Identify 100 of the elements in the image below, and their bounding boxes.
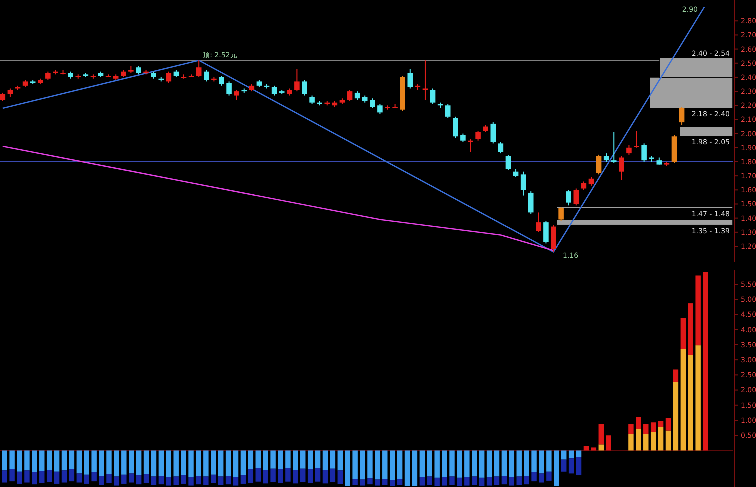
bar <box>666 430 672 451</box>
bar <box>658 427 664 451</box>
bar <box>158 476 164 485</box>
bar <box>188 477 194 486</box>
bar <box>486 477 492 486</box>
bar <box>233 450 239 478</box>
bar <box>434 450 440 478</box>
bar <box>464 477 470 486</box>
bar <box>17 450 22 472</box>
bar <box>375 450 380 480</box>
bar <box>502 450 508 476</box>
bar <box>40 471 45 484</box>
candlestick <box>219 76 224 86</box>
bar <box>278 450 284 470</box>
bar <box>330 450 336 469</box>
candlestick <box>468 138 474 153</box>
bar <box>412 450 418 486</box>
bar <box>464 450 470 478</box>
bar <box>434 478 440 486</box>
bar <box>211 474 216 484</box>
bar <box>62 470 68 483</box>
bar <box>673 370 679 382</box>
bar <box>308 450 314 470</box>
bar <box>256 450 261 468</box>
bar <box>636 429 642 451</box>
candlestick <box>453 116 458 139</box>
bar <box>450 450 455 477</box>
bar <box>315 468 321 482</box>
bar <box>450 476 455 486</box>
bar <box>129 450 134 474</box>
bar <box>204 476 209 486</box>
bar <box>10 469 15 482</box>
bar <box>658 421 664 428</box>
bar <box>338 450 344 471</box>
bar <box>666 418 672 431</box>
bar <box>196 476 202 485</box>
bar <box>516 450 522 477</box>
candlestick <box>490 122 496 144</box>
bar <box>539 474 544 483</box>
bar <box>17 472 22 484</box>
bar <box>32 450 38 472</box>
candlestick <box>619 156 624 181</box>
bar <box>680 349 686 451</box>
bar <box>479 450 485 478</box>
bar <box>278 469 284 484</box>
bar <box>360 450 366 480</box>
candlestick <box>294 68 300 92</box>
bar <box>2 450 8 471</box>
bar <box>166 450 172 478</box>
bar <box>129 474 134 483</box>
candlestick <box>566 190 572 206</box>
candlestick <box>302 80 308 96</box>
candlestick <box>347 90 353 102</box>
bar <box>390 480 396 486</box>
bar <box>248 450 254 470</box>
bar <box>442 450 448 478</box>
bar <box>486 450 492 478</box>
candlestick <box>234 90 240 101</box>
bar <box>509 450 515 478</box>
candlestick <box>226 81 232 96</box>
bar <box>427 476 432 486</box>
bar <box>226 476 232 485</box>
bar <box>584 446 590 451</box>
bar <box>114 450 120 477</box>
bar <box>136 450 142 476</box>
bar <box>532 450 537 472</box>
bar <box>382 479 388 486</box>
bar <box>204 450 209 477</box>
bar <box>144 474 150 484</box>
bar <box>92 450 97 472</box>
bar <box>84 450 90 475</box>
candlestick <box>498 142 504 154</box>
bar <box>188 450 194 478</box>
bar <box>703 272 708 451</box>
candlestick <box>642 143 647 162</box>
bar <box>99 476 104 486</box>
bar <box>561 460 567 472</box>
bar <box>338 470 344 484</box>
bar <box>315 450 321 468</box>
bar <box>106 450 112 474</box>
bar <box>546 450 552 472</box>
candlestick <box>445 104 451 119</box>
bar <box>308 469 314 484</box>
bar <box>330 468 336 482</box>
bar <box>650 422 656 432</box>
bar <box>680 318 686 350</box>
bar <box>509 477 515 486</box>
bar <box>174 476 179 486</box>
bar <box>99 450 104 476</box>
candlestick <box>476 130 481 142</box>
bar <box>92 472 97 482</box>
bar <box>54 450 60 472</box>
bar <box>240 476 246 484</box>
bar <box>502 476 508 485</box>
bar <box>598 444 604 451</box>
bar <box>46 450 52 470</box>
candlestick <box>378 104 383 115</box>
bar <box>114 476 120 486</box>
bar <box>554 450 560 486</box>
bar <box>397 450 403 480</box>
